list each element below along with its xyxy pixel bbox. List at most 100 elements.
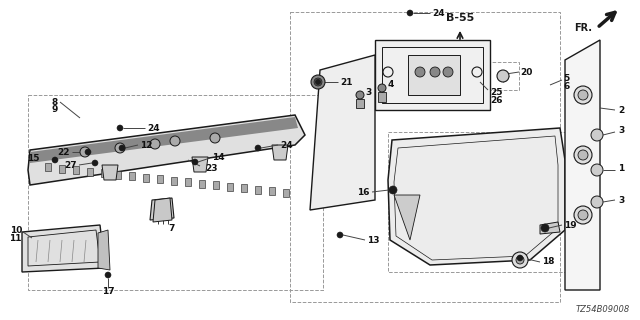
Bar: [290, 12, 560, 302]
Polygon shape: [171, 177, 177, 185]
Circle shape: [389, 186, 397, 194]
Text: 2: 2: [618, 106, 624, 115]
Circle shape: [92, 160, 98, 166]
Circle shape: [574, 86, 592, 104]
Polygon shape: [310, 55, 375, 210]
Text: 7: 7: [169, 223, 175, 233]
Polygon shape: [540, 222, 560, 234]
Circle shape: [574, 206, 592, 224]
Text: 13: 13: [367, 236, 380, 244]
Polygon shape: [356, 99, 364, 108]
Circle shape: [578, 150, 588, 160]
Circle shape: [117, 125, 123, 131]
Text: 24: 24: [280, 140, 292, 149]
Polygon shape: [388, 128, 565, 265]
Polygon shape: [153, 198, 172, 222]
Polygon shape: [375, 40, 490, 110]
Circle shape: [85, 149, 91, 155]
Polygon shape: [283, 188, 289, 196]
Polygon shape: [98, 230, 110, 270]
Polygon shape: [59, 164, 65, 172]
Polygon shape: [73, 166, 79, 174]
Circle shape: [415, 67, 425, 77]
Polygon shape: [150, 198, 174, 220]
Text: B-55: B-55: [446, 13, 474, 23]
Polygon shape: [565, 40, 600, 290]
Text: 19: 19: [564, 220, 577, 229]
Circle shape: [356, 91, 364, 99]
Polygon shape: [269, 187, 275, 195]
Text: 22: 22: [58, 148, 70, 156]
Text: 14: 14: [212, 153, 225, 162]
Circle shape: [80, 147, 90, 157]
Polygon shape: [192, 157, 208, 172]
Polygon shape: [115, 171, 121, 179]
Circle shape: [512, 252, 528, 268]
Text: 12: 12: [140, 140, 152, 149]
Bar: [420, 43, 485, 108]
Text: 18: 18: [542, 258, 554, 267]
Text: 6: 6: [563, 82, 569, 91]
Bar: [487, 62, 519, 90]
Polygon shape: [154, 203, 170, 216]
Polygon shape: [241, 184, 247, 192]
Polygon shape: [272, 145, 288, 160]
Circle shape: [314, 78, 322, 86]
Circle shape: [516, 256, 524, 264]
Text: FR.: FR.: [574, 23, 592, 33]
Text: 3: 3: [365, 87, 371, 97]
Circle shape: [591, 196, 603, 208]
Polygon shape: [408, 55, 460, 95]
Bar: [388, 132, 570, 272]
Polygon shape: [102, 165, 118, 180]
Circle shape: [430, 67, 440, 77]
Polygon shape: [28, 115, 305, 185]
Text: 23: 23: [205, 164, 218, 172]
Polygon shape: [143, 173, 149, 181]
Polygon shape: [185, 178, 191, 186]
Circle shape: [578, 90, 588, 100]
Text: 8: 8: [52, 98, 58, 107]
Circle shape: [337, 232, 343, 238]
Circle shape: [105, 272, 111, 278]
Polygon shape: [157, 175, 163, 183]
Text: 11: 11: [10, 234, 22, 243]
Polygon shape: [101, 169, 107, 177]
Text: 1: 1: [618, 164, 624, 172]
Polygon shape: [129, 172, 135, 180]
Text: 26: 26: [490, 95, 502, 105]
Circle shape: [578, 210, 588, 220]
Circle shape: [517, 255, 523, 261]
Polygon shape: [213, 181, 219, 189]
Circle shape: [497, 70, 509, 82]
Polygon shape: [378, 92, 386, 102]
Polygon shape: [30, 117, 298, 163]
Circle shape: [192, 159, 198, 165]
Text: 15: 15: [28, 154, 40, 163]
Text: 24: 24: [432, 9, 445, 18]
Circle shape: [119, 145, 125, 151]
Text: 17: 17: [102, 286, 115, 295]
Circle shape: [311, 75, 325, 89]
Text: 21: 21: [340, 77, 353, 86]
Circle shape: [378, 84, 386, 92]
Circle shape: [541, 224, 549, 232]
Circle shape: [443, 67, 453, 77]
Polygon shape: [87, 167, 93, 175]
Circle shape: [150, 139, 160, 149]
Polygon shape: [199, 180, 205, 188]
Text: 27: 27: [65, 161, 77, 170]
Text: 10: 10: [10, 226, 22, 235]
Text: 5: 5: [563, 74, 569, 83]
Text: 25: 25: [490, 87, 502, 97]
Polygon shape: [255, 186, 261, 194]
Text: TZ54B09008: TZ54B09008: [576, 305, 630, 314]
Bar: [28, 95, 323, 290]
Polygon shape: [394, 195, 420, 240]
Circle shape: [591, 129, 603, 141]
Polygon shape: [45, 163, 51, 171]
Ellipse shape: [333, 108, 357, 162]
Circle shape: [407, 10, 413, 16]
Text: 16: 16: [358, 188, 370, 196]
Circle shape: [115, 143, 125, 153]
